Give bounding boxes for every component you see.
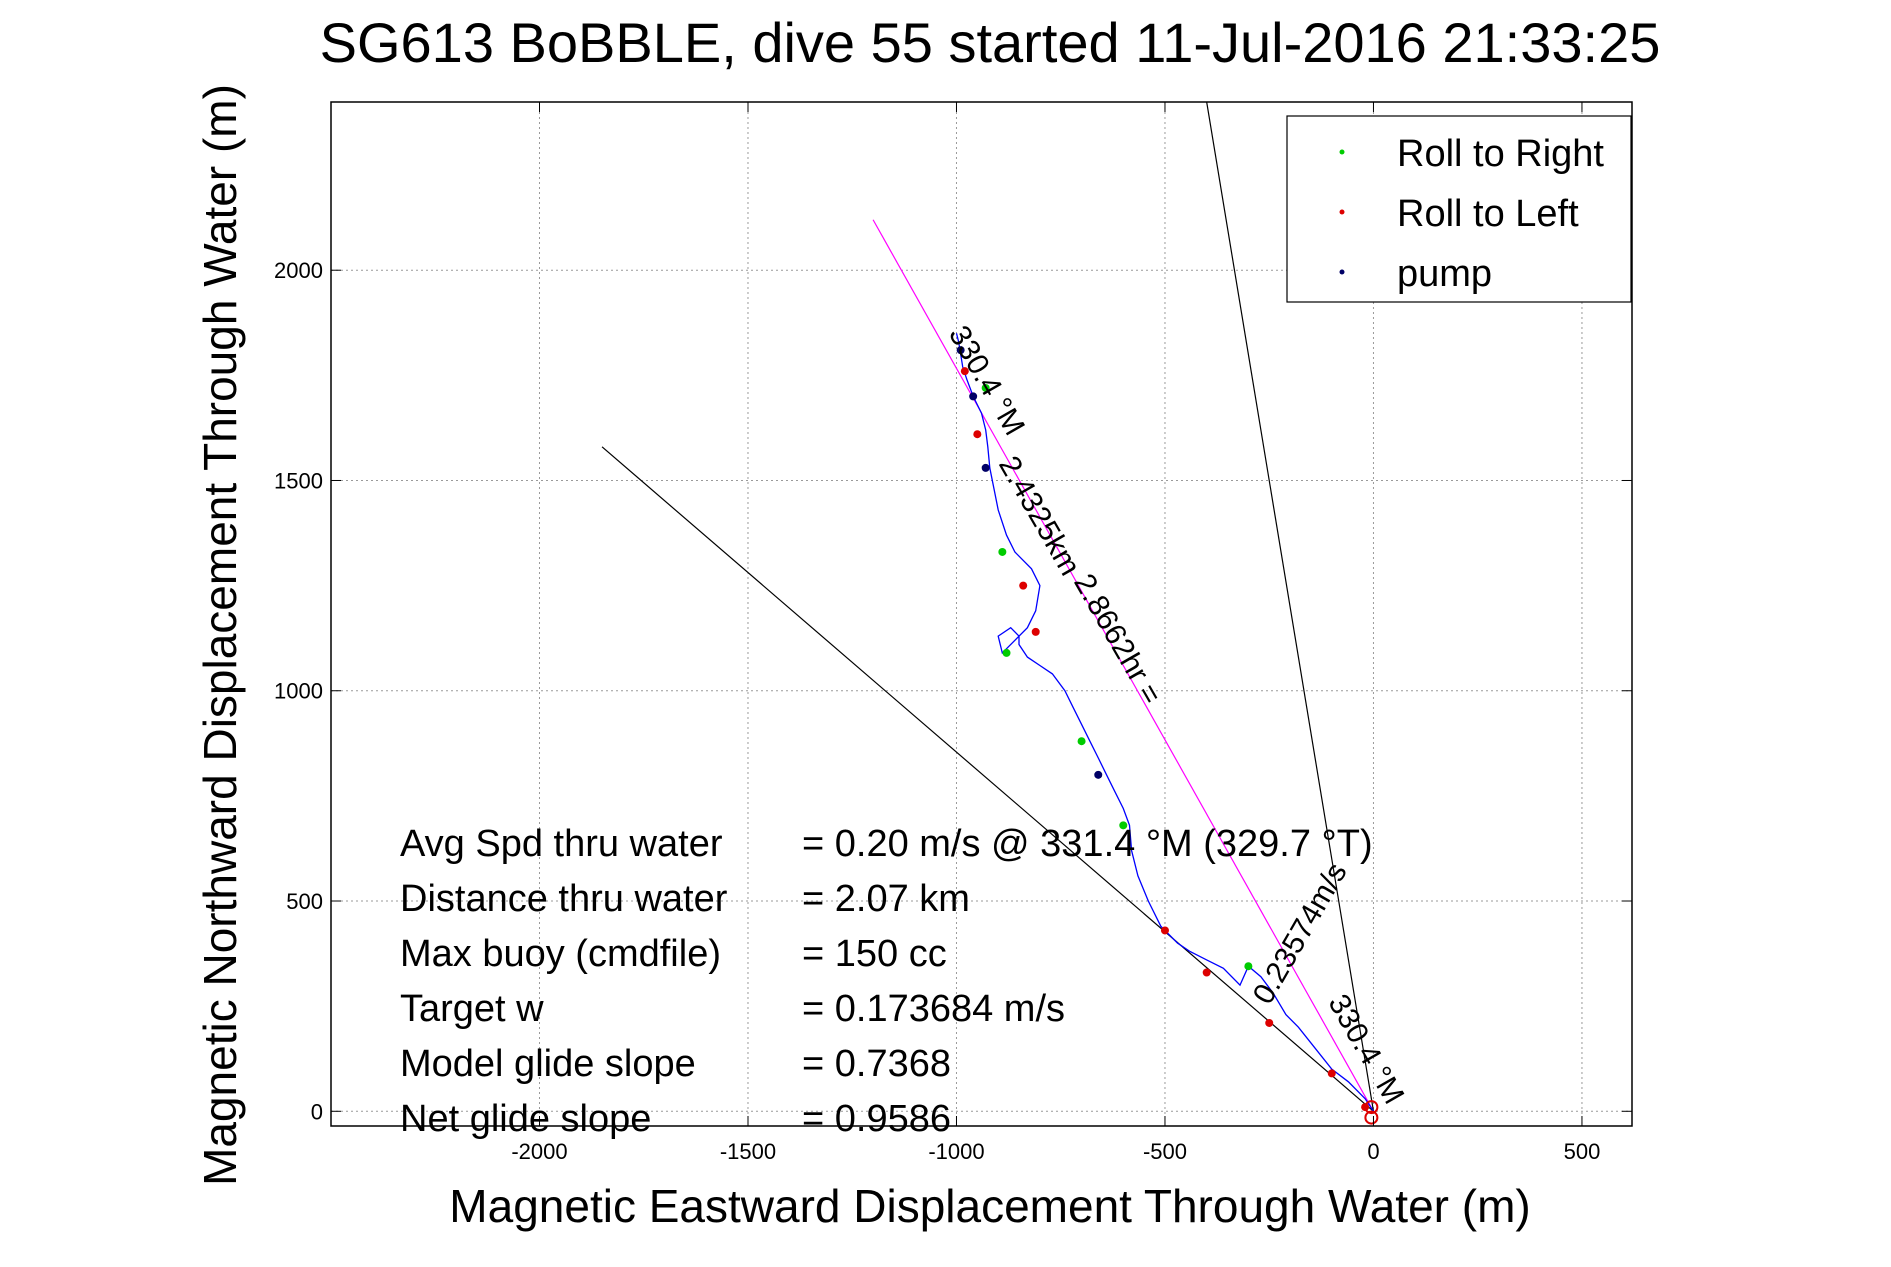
axis-ticks: -2000 -1500 -1000 -500 0 500 0 500 1000 1500 2000: [274, 102, 1632, 1164]
stat-value: = 0.173684 m/s: [802, 988, 1065, 1030]
grid: [331, 102, 1632, 1126]
roll-left-marker: [1202, 968, 1211, 977]
roll-left-marker: [1265, 1018, 1274, 1027]
y-tick-label: 2000: [274, 258, 323, 283]
stat-value: = 0.20 m/s @ 331.4 °M (329.7 °T): [802, 823, 1373, 865]
y-tick-label: 1000: [274, 679, 323, 704]
legend-label: Roll to Right: [1397, 133, 1604, 175]
legend-label: pump: [1397, 253, 1492, 295]
x-tick-label: 500: [1564, 1139, 1601, 1164]
heading-lines: [601, 101, 1375, 1112]
dive-stats: Avg Spd thru water = 0.20 m/s @ 331.4 °M …: [400, 823, 1373, 1140]
roll-left-marker: [973, 430, 982, 439]
origin-loop: [1364, 1110, 1379, 1125]
stat-label: Avg Spd thru water: [400, 823, 723, 865]
stat-label: Model glide slope: [400, 1043, 696, 1085]
x-tick-label: 0: [1367, 1139, 1379, 1164]
y-tick-label: 0: [311, 1099, 323, 1124]
y-tick-label: 500: [286, 889, 323, 914]
x-tick-label: -500: [1143, 1139, 1187, 1164]
pump-marker: [1094, 770, 1103, 779]
roll-left-marker: [1019, 581, 1028, 590]
legend-label: Roll to Left: [1397, 193, 1579, 235]
x-tick-label: -1500: [720, 1139, 776, 1164]
roll-right-marker: [981, 383, 990, 392]
roll-left-marker: [1160, 926, 1169, 935]
x-tick-label: -1000: [928, 1139, 984, 1164]
roll-right-marker: [1119, 821, 1128, 830]
roll-right-marker: [1002, 648, 1011, 657]
y-tick-label: 1500: [274, 468, 323, 493]
x-tick-label: -2000: [511, 1139, 567, 1164]
stat-label: Net glide slope: [400, 1098, 651, 1140]
roll-left-marker: [1327, 1069, 1336, 1078]
roll-right-marker: [1244, 962, 1253, 971]
heading-line: [601, 446, 1374, 1112]
legend: Roll to Right Roll to Left pump: [1286, 115, 1632, 303]
roll-left-marker: [960, 367, 969, 376]
heading-line: [1206, 101, 1375, 1112]
legend-box: [1286, 115, 1632, 303]
roll-right-marker: [1077, 737, 1086, 746]
axes-box: [330, 101, 1633, 1127]
roll-right-marker: [998, 547, 1007, 556]
stat-value: = 0.9586: [802, 1098, 951, 1140]
stat-value: = 2.07 km: [802, 878, 970, 920]
x-axis-label: Magnetic Eastward Displacement Through W…: [449, 1180, 1530, 1232]
chart-title: SG613 BoBBLE, dive 55 started 11-Jul-201…: [320, 11, 1661, 74]
legend-marker: [1339, 209, 1345, 215]
legend-marker: [1339, 149, 1345, 155]
roll-left-marker: [1031, 627, 1040, 636]
pump-marker: [956, 346, 965, 355]
stat-label: Max buoy (cmdfile): [400, 933, 721, 975]
roll-left-marker: [1361, 1103, 1370, 1112]
stat-label: Distance thru water: [400, 878, 728, 920]
pump-marker: [981, 463, 990, 472]
stat-label: Target w: [400, 988, 544, 1030]
stat-value: = 0.7368: [802, 1043, 951, 1085]
y-axis-label: Magnetic Northward Displacement Through …: [194, 84, 246, 1186]
heading-line: [872, 219, 1374, 1112]
legend-marker: [1339, 269, 1345, 275]
stat-value: = 150 cc: [802, 933, 947, 975]
track-markers: [956, 346, 1370, 1112]
pump-marker: [969, 392, 978, 401]
